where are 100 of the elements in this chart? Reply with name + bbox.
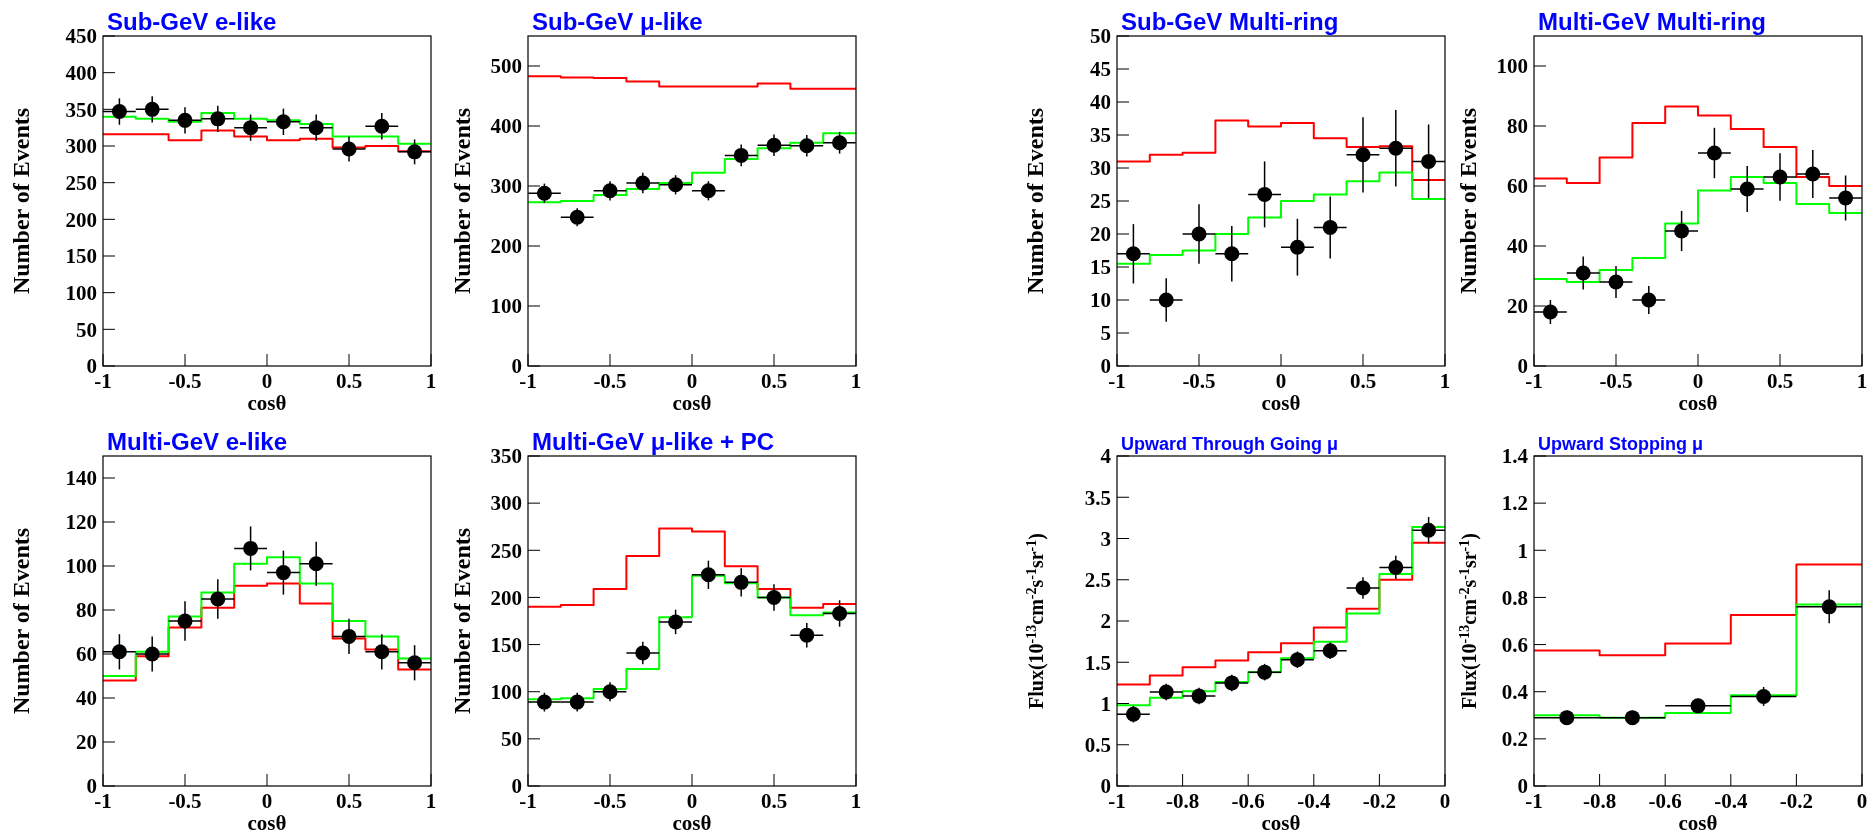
y-axis-title: Number of Events (449, 107, 475, 295)
y-tick-label: 450 (65, 24, 97, 49)
y-tick-label: 80 (76, 598, 97, 623)
y-tick-label: 400 (65, 61, 97, 86)
y-tick-label: 200 (490, 585, 522, 610)
x-tick-label: 0 (686, 369, 698, 393)
x-tick-label: 0 (1856, 789, 1868, 813)
y-tick-label: 60 (1507, 174, 1528, 199)
y-tick-label: 0.6 (1501, 632, 1528, 657)
x-tick-label: 0 (261, 789, 273, 813)
x-tick-label: 1 (425, 789, 437, 813)
x-tick-label: -0.5 (1182, 369, 1216, 393)
x-axis-title: cosθ (672, 391, 712, 415)
x-tick-label: -0.8 (1582, 789, 1617, 813)
chart-title: Sub-GeV Multi-ring (1121, 8, 1339, 35)
y-tick-label: 25 (1090, 189, 1111, 214)
y-tick-label: 20 (1090, 222, 1111, 247)
x-tick-label: -0.4 (1297, 789, 1331, 813)
y-tick-label: 100 (490, 294, 522, 319)
y-tick-label: 300 (490, 491, 522, 516)
x-tick-label: -0.5 (593, 789, 627, 813)
chart-title: Sub-GeV e-like (107, 8, 277, 35)
x-tick-label: -0.6 (1231, 789, 1265, 813)
y-tick-label: 50 (501, 727, 522, 752)
y-tick-label: 0.5 (1084, 733, 1111, 758)
x-tick-label: -0.8 (1165, 789, 1200, 813)
x-tick-label: -0.2 (1779, 789, 1814, 813)
y-tick-label: 2 (1100, 609, 1111, 634)
x-axis-title: cosθ (1678, 391, 1718, 415)
y-tick-label: 5 (1100, 321, 1111, 346)
y-tick-label: 100 (490, 680, 522, 705)
y-tick-label: 140 (65, 466, 97, 491)
x-tick-label: 0.5 (1766, 369, 1794, 393)
y-tick-label: 4 (1100, 444, 1112, 469)
x-tick-label: 0.5 (760, 369, 788, 393)
x-tick-label: 1 (850, 789, 862, 813)
x-tick-label: 0 (686, 789, 698, 813)
y-tick-label: 300 (65, 134, 97, 159)
y-tick-label: 40 (1507, 234, 1528, 259)
x-tick-label: 0 (1275, 369, 1287, 393)
x-axis-title: cosθ (247, 811, 287, 835)
y-tick-label: 100 (1496, 54, 1528, 79)
y-tick-label: 500 (490, 54, 522, 79)
x-tick-label: 0.5 (335, 789, 363, 813)
y-tick-label: 350 (490, 444, 522, 469)
x-tick-label: -0.5 (168, 369, 202, 393)
y-tick-label: 0.8 (1501, 585, 1528, 610)
y-tick-label: 35 (1090, 123, 1111, 148)
y-tick-label: 80 (1507, 114, 1528, 139)
y-tick-label: 200 (65, 207, 97, 232)
y-tick-label: 40 (1090, 90, 1111, 115)
y-tick-label: 60 (76, 642, 97, 667)
y-tick-label: 100 (65, 554, 97, 579)
y-tick-label: 10 (1090, 288, 1111, 313)
y-tick-label: 120 (65, 510, 97, 535)
x-axis-title: cosθ (1261, 811, 1301, 835)
y-tick-label: 1 (1517, 538, 1528, 563)
chart-title: Multi-GeV μ-like + PC (532, 428, 775, 455)
y-axis-title: Number of Events (1455, 107, 1481, 295)
y-tick-label: 3 (1100, 526, 1111, 551)
y-tick-label: 0.4 (1501, 680, 1529, 705)
y-tick-label: 250 (65, 171, 97, 196)
y-tick-label: 15 (1090, 255, 1111, 280)
x-axis-title: cosθ (247, 391, 287, 415)
y-tick-label: 2.5 (1084, 568, 1111, 593)
y-tick-label: 400 (490, 114, 522, 139)
x-tick-label: -0.5 (1599, 369, 1633, 393)
y-tick-label: 20 (76, 730, 97, 755)
x-tick-label: 1 (850, 369, 862, 393)
y-tick-label: 45 (1090, 57, 1111, 82)
y-tick-label: 3.5 (1084, 485, 1111, 510)
y-tick-label: 150 (65, 244, 97, 269)
chart-title: Multi-GeV e-like (107, 428, 288, 455)
x-tick-label: 0.5 (335, 369, 363, 393)
x-tick-label: -0.6 (1648, 789, 1682, 813)
chart-title: Multi-GeV Multi-ring (1538, 8, 1766, 35)
x-tick-label: -0.5 (593, 369, 627, 393)
x-axis-title: cosθ (672, 811, 712, 835)
x-tick-label: -0.2 (1362, 789, 1397, 813)
x-axis-title: cosθ (1261, 391, 1301, 415)
x-tick-label: 1 (425, 369, 437, 393)
chart-title: Upward Through Going μ (1121, 434, 1338, 454)
x-tick-label: -0.4 (1714, 789, 1748, 813)
y-tick-label: 1 (1100, 691, 1111, 716)
x-tick-label: 0 (261, 369, 273, 393)
y-tick-label: 50 (76, 317, 97, 342)
x-tick-label: 0.5 (1349, 369, 1377, 393)
x-tick-label: 1 (1439, 369, 1451, 393)
y-axis-title: Number of Events (1022, 107, 1048, 295)
y-axis-title: Number of Events (8, 527, 34, 715)
y-axis-title: Number of Events (8, 107, 34, 295)
y-axis-title: Number of Events (449, 527, 475, 715)
chart-title: Sub-GeV μ-like (532, 8, 703, 35)
y-tick-label: 250 (490, 538, 522, 563)
y-tick-label: 100 (65, 281, 97, 306)
x-tick-label: 0 (1439, 789, 1451, 813)
x-tick-label: -0.5 (168, 789, 202, 813)
y-tick-label: 1.2 (1501, 491, 1528, 516)
y-tick-label: 40 (76, 686, 97, 711)
x-tick-label: 1 (1856, 369, 1868, 393)
